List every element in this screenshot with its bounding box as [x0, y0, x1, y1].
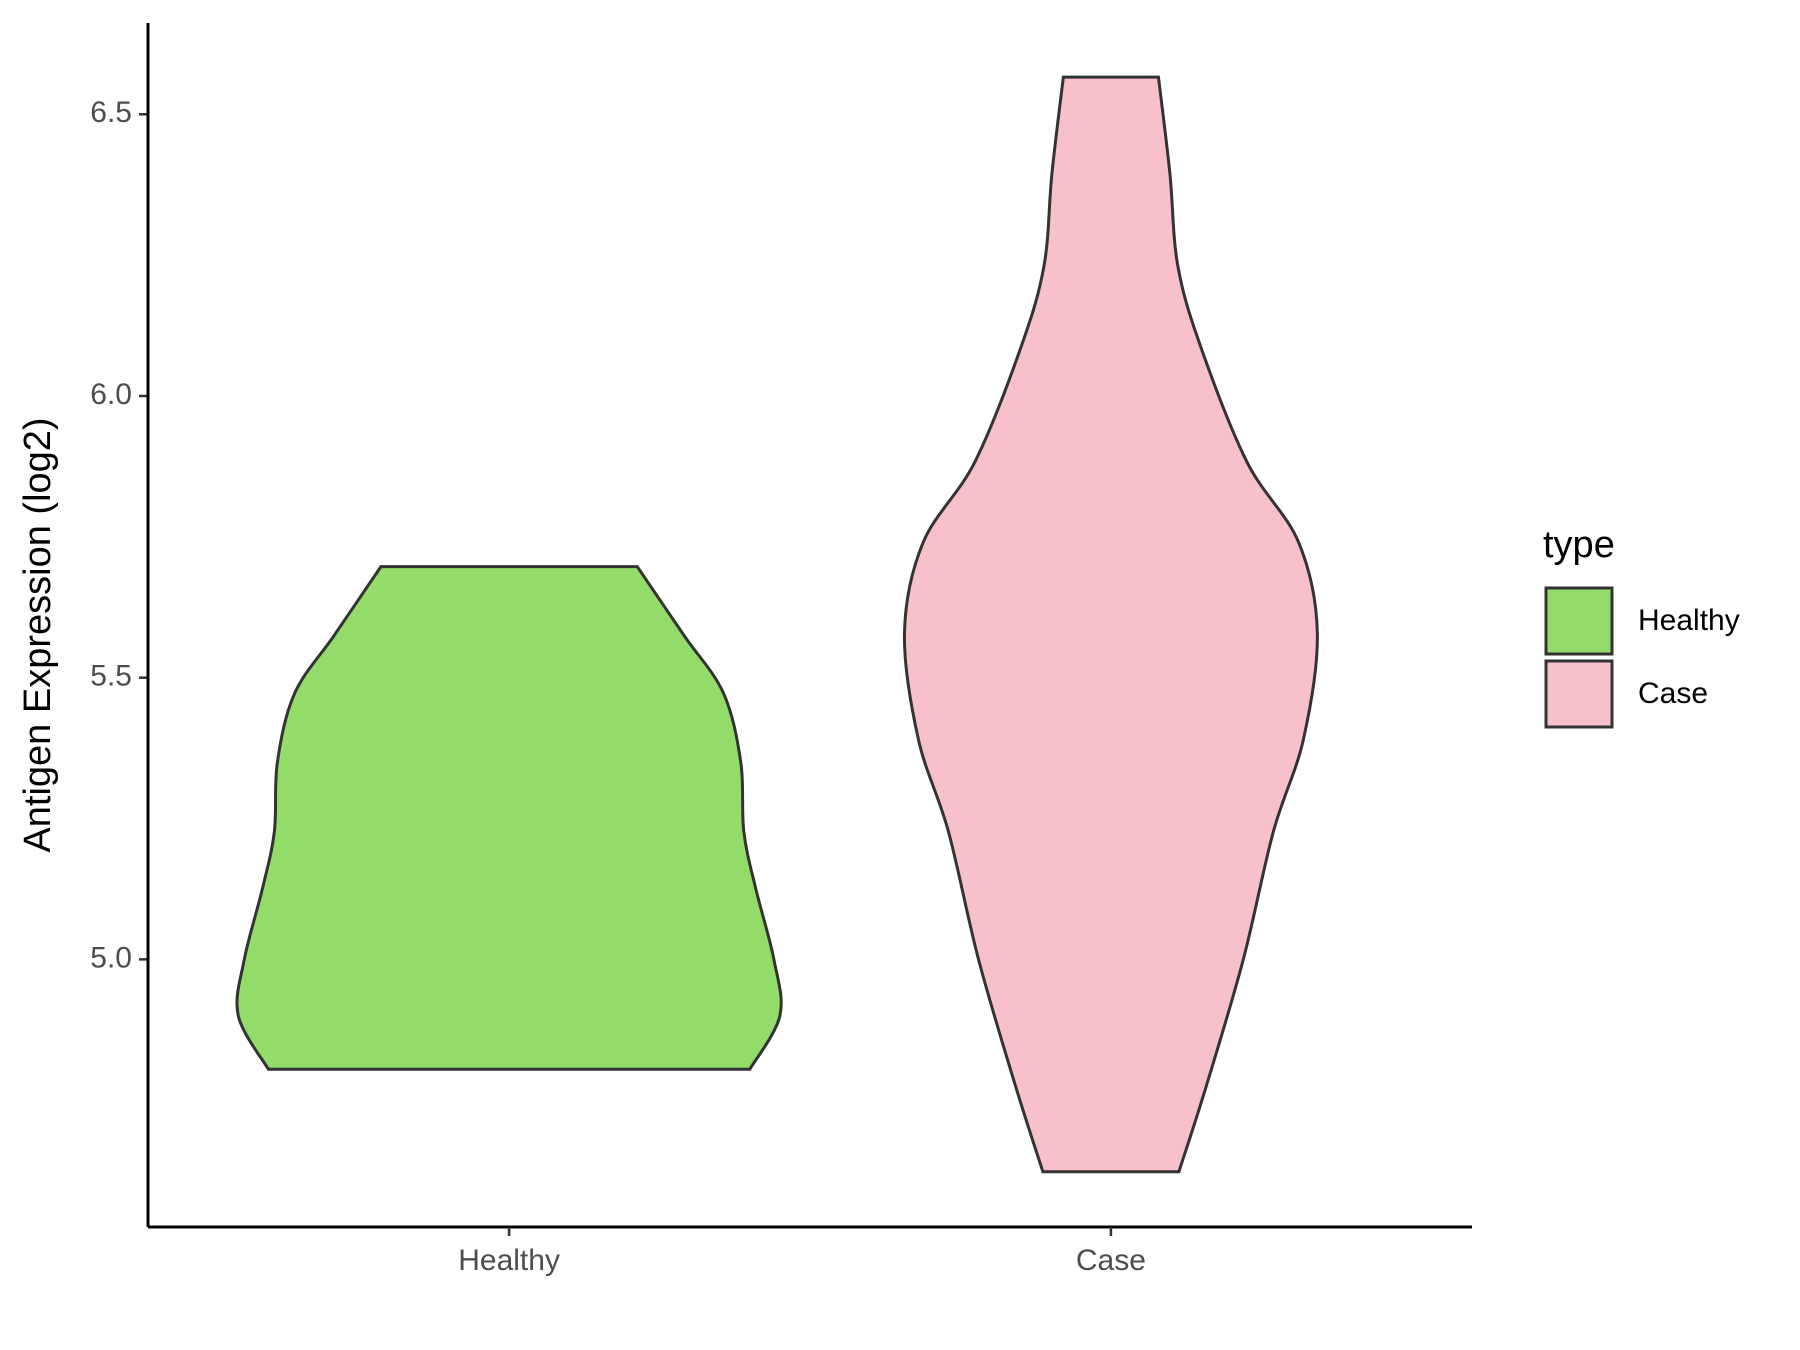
violin: [235, 565, 783, 1071]
y-tick-label: 6.5: [90, 96, 132, 129]
x-tick-label: Case: [1076, 1244, 1146, 1277]
legend-key: [1544, 659, 1614, 729]
y-tick-label: 5.0: [90, 941, 132, 974]
y-tick-label: 6.0: [90, 378, 132, 411]
legend-label: Case: [1638, 677, 1708, 710]
y-axis-title: Antigen Expression (log2): [17, 417, 59, 852]
legend-key: [1544, 586, 1614, 656]
y-tick-label: 5.5: [90, 660, 132, 693]
legend-title: type: [1543, 524, 1615, 566]
violin: [902, 75, 1319, 1174]
x-tick-label: Healthy: [458, 1244, 560, 1277]
legend-label: Healthy: [1638, 604, 1740, 637]
